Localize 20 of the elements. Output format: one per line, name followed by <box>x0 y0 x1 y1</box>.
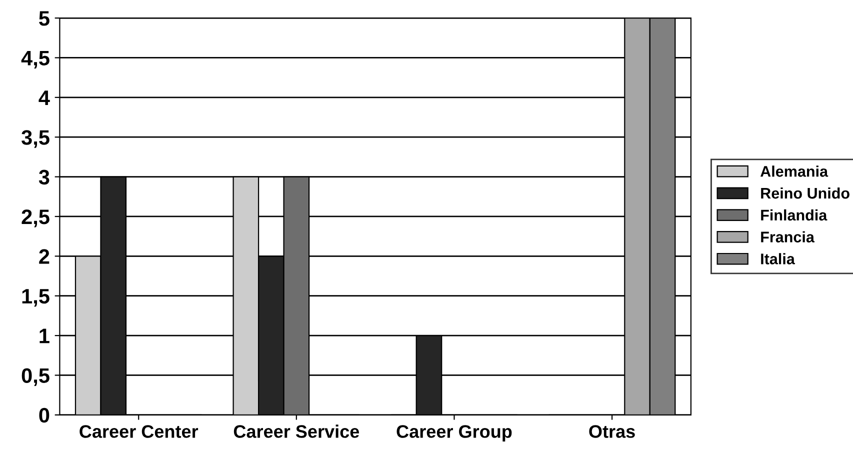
x-tick-label: Career Center <box>80 425 198 438</box>
y-tick-label: 0 <box>39 408 50 423</box>
y-tick-label: 2 <box>39 249 50 264</box>
legend-label: Alemania <box>760 166 828 177</box>
y-tick-label: 0,5 <box>22 368 50 386</box>
y-tick-label: 2,5 <box>22 209 50 228</box>
y-tick-label: 4,5 <box>21 50 50 69</box>
y-tick-label: 4 <box>38 90 50 105</box>
legend-label: Finlandia <box>761 209 828 221</box>
legend-label: Francia <box>761 231 815 242</box>
y-tick-label: 1 <box>40 328 50 344</box>
x-tick-label: Career Group <box>396 425 512 442</box>
y-tick-label: 5 <box>39 11 50 26</box>
x-tick-label: Otras <box>589 425 635 438</box>
legend-label: Reino Unido <box>761 187 850 199</box>
y-tick-label: 3 <box>38 170 50 185</box>
legend-label: Italia <box>761 253 795 264</box>
y-tick-label: 3,5 <box>22 130 50 148</box>
x-tick-label: Career Service <box>234 424 360 438</box>
y-tick-label: 1,5 <box>22 289 50 307</box>
